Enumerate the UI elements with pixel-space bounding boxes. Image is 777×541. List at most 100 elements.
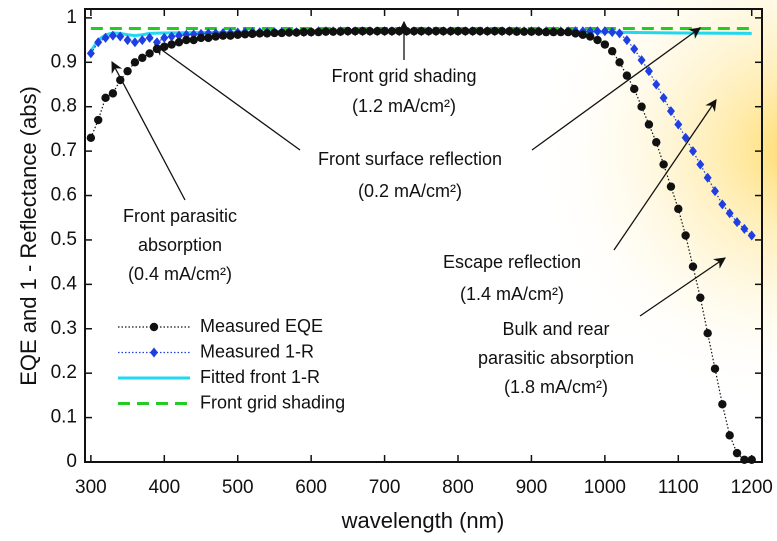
marker (439, 27, 447, 35)
marker (123, 67, 131, 75)
chart: EQE and 1 - Reflectance (abs) wavelength… (0, 0, 777, 541)
marker (491, 27, 499, 35)
marker (601, 40, 609, 48)
marker (424, 27, 432, 35)
marker (292, 28, 300, 36)
y-tick-label: 0.8 (51, 96, 77, 117)
marker (637, 103, 645, 111)
marker (336, 27, 344, 35)
marker (417, 27, 425, 35)
marker (175, 38, 183, 46)
marker (388, 27, 396, 35)
marker (314, 28, 322, 36)
marker (586, 32, 594, 40)
marker (645, 120, 653, 128)
marker (549, 28, 557, 36)
annotation: Front grid shading (331, 66, 476, 86)
marker (703, 329, 711, 337)
marker (681, 231, 689, 239)
annotation: Bulk and rear (502, 319, 609, 339)
marker (204, 34, 212, 42)
marker (380, 27, 388, 35)
marker (615, 58, 623, 66)
marker (608, 47, 616, 55)
marker (667, 182, 675, 190)
marker (197, 34, 205, 42)
marker (483, 27, 491, 35)
marker (358, 27, 366, 35)
marker (270, 29, 278, 37)
marker (542, 28, 550, 36)
legend-label: Fitted front 1-R (200, 367, 320, 387)
marker (300, 28, 308, 36)
legend-label: Front grid shading (200, 392, 345, 412)
marker (351, 27, 359, 35)
marker (505, 27, 513, 35)
y-tick-label: 0 (66, 451, 77, 472)
annotation-arrow (112, 62, 185, 200)
marker (630, 85, 638, 93)
x-tick-label: 700 (369, 477, 401, 498)
marker (557, 28, 565, 36)
x-axis-label: wavelength (nm) (341, 508, 505, 533)
y-tick-label: 0.6 (51, 185, 77, 206)
y-tick-label: 0.2 (51, 362, 77, 383)
annotation: Front surface reflection (318, 149, 502, 169)
x-tick-label: 1100 (658, 477, 699, 498)
annotation: (0.2 mA/cm²) (358, 181, 462, 201)
marker (652, 138, 660, 146)
marker (329, 27, 337, 35)
marker (711, 365, 719, 373)
marker (182, 36, 190, 44)
marker (689, 262, 697, 270)
legend-label: Measured EQE (200, 316, 323, 336)
y-tick-label: 1 (66, 7, 77, 28)
marker (718, 400, 726, 408)
marker (322, 27, 330, 35)
marker (248, 30, 256, 38)
annotation: (1.2 mA/cm²) (352, 96, 456, 116)
marker (234, 31, 242, 39)
y-tick-label: 0.1 (51, 407, 77, 428)
marker (696, 293, 704, 301)
marker (593, 36, 601, 44)
marker (733, 449, 741, 457)
x-tick-label: 1000 (584, 477, 626, 498)
x-tick-label: 900 (516, 477, 548, 498)
marker (131, 58, 139, 66)
marker (226, 31, 234, 39)
marker (256, 29, 264, 37)
marker (263, 29, 271, 37)
y-tick-label: 0.5 (51, 229, 77, 250)
marker (189, 36, 197, 44)
marker (454, 27, 462, 35)
y-tick-label: 0.4 (51, 273, 78, 294)
y-tick-label: 0.9 (51, 51, 77, 72)
legend-marker (150, 323, 158, 331)
marker (527, 27, 535, 35)
annotation: (0.4 mA/cm²) (128, 264, 232, 284)
annotation: parasitic absorption (478, 348, 634, 368)
marker (167, 40, 175, 48)
marker (395, 27, 403, 35)
marker (468, 27, 476, 35)
marker (498, 27, 506, 35)
marker (366, 27, 374, 35)
marker (101, 94, 109, 102)
annotation: (1.4 mA/cm²) (460, 284, 564, 304)
marker (212, 32, 220, 40)
marker (109, 89, 117, 97)
x-tick-label: 300 (75, 477, 107, 498)
y-tick-label: 0.7 (51, 140, 77, 161)
marker (285, 28, 293, 36)
marker (131, 37, 139, 47)
marker (513, 27, 521, 35)
x-tick-label: 1200 (731, 477, 773, 498)
marker (725, 431, 733, 439)
legend-label: Measured 1-R (200, 341, 314, 361)
marker (564, 28, 572, 36)
annotation: Front parasitic (123, 206, 237, 226)
marker (344, 27, 352, 35)
marker (241, 30, 249, 38)
marker (674, 205, 682, 213)
